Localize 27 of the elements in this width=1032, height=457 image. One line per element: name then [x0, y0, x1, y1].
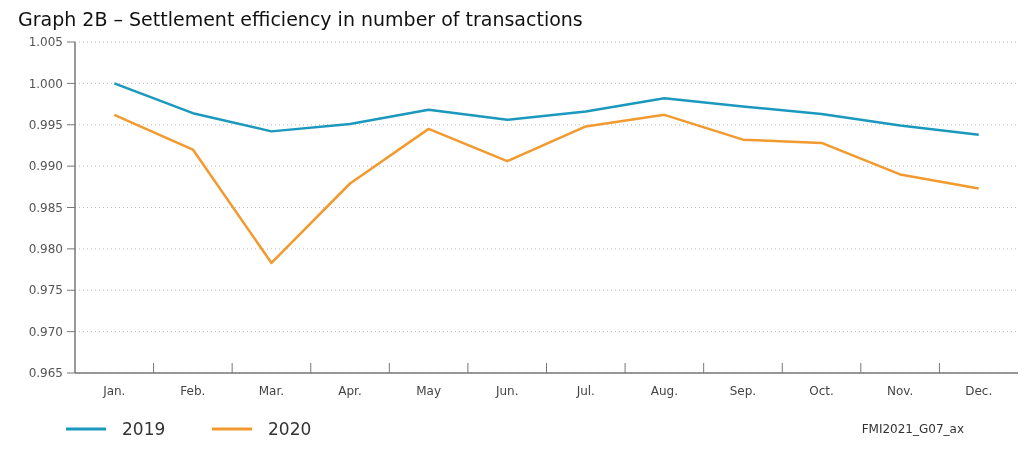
x-tick-label: Jun. — [494, 384, 519, 398]
y-tick-label: 0.985 — [28, 200, 63, 215]
x-tick-label: Dec. — [965, 384, 993, 398]
x-tick-label: Apr. — [338, 384, 362, 398]
x-tick-label: Mar. — [258, 384, 285, 398]
y-tick-label: 0.965 — [28, 366, 63, 381]
x-tick-label: Sep. — [729, 384, 757, 398]
line-series — [113, 113, 980, 265]
x-tick-label: May — [416, 384, 442, 398]
y-tick-label: 0.975 — [28, 283, 63, 298]
legend-label: 2019 — [122, 418, 166, 439]
x-tick-label: Nov. — [886, 384, 914, 398]
x-tick-label: Oct. — [809, 384, 834, 398]
x-tick-label: Aug. — [650, 384, 678, 398]
x-tick-label: Feb. — [180, 384, 206, 398]
y-tick-label: 0.970 — [28, 324, 63, 339]
legend-label: 2020 — [268, 418, 312, 439]
y-tick-label: 1.000 — [28, 76, 63, 91]
y-tick-label: 1.005 — [28, 35, 63, 50]
y-tick-label: 0.980 — [28, 242, 63, 257]
line-series — [113, 82, 980, 136]
x-tick-label: Jan. — [102, 384, 126, 398]
y-tick-label: 0.995 — [28, 117, 63, 132]
text: FMI2021_G07_ax — [861, 422, 964, 436]
chart-title: Graph 2B – Settlement efficiency in number of transactions — [18, 8, 583, 30]
y-tick-label: 0.990 — [28, 159, 63, 174]
x-tick-label: Jul. — [575, 384, 595, 398]
